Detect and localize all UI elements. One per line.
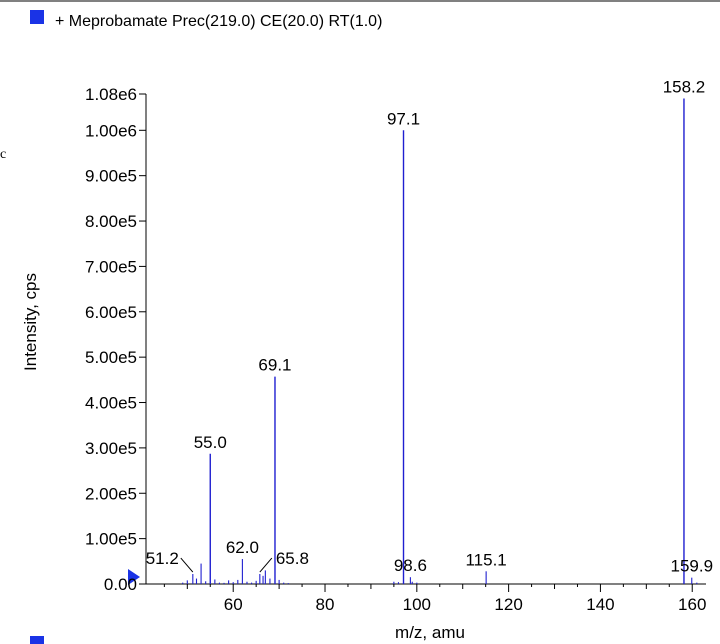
label-leader	[259, 557, 273, 573]
x-tick-label: 60	[224, 595, 243, 614]
peak-label: 55.0	[194, 433, 227, 452]
y-tick-label: 8.00e5	[85, 212, 137, 231]
baseline-marker	[128, 569, 140, 585]
peak-label: 51.2	[146, 549, 179, 568]
x-tick-label: 140	[586, 595, 614, 614]
peak-label: 159.9	[670, 557, 713, 576]
y-tick-label: 1.08e6	[85, 85, 137, 104]
x-ticks: 60 80 100 120 140 160	[163, 584, 706, 614]
peak-labels: 51.2 55.0 62.0 65.8 69.1 97.1 98.6 115.1 158.2 15…	[146, 78, 713, 576]
y-tick-label: 2.00e5	[85, 484, 137, 503]
y-tick-label: 1.00e5	[85, 530, 137, 549]
peaks	[182, 98, 698, 584]
y-tick-label: 5.00e5	[85, 348, 137, 367]
x-axis-label: m/z, amu	[395, 623, 465, 642]
y-tick-label: 7.00e5	[85, 257, 137, 276]
x-tick-label: 160	[678, 595, 706, 614]
y-tick-label: 6.00e5	[85, 303, 137, 322]
x-tick-label: 100	[403, 595, 431, 614]
label-leader	[180, 557, 194, 573]
y-tick-label: 4.00e5	[85, 394, 137, 413]
y-tick-label: 3.00e5	[85, 439, 137, 458]
y-axis-label: Intensity, cps	[21, 273, 40, 371]
x-tick-label: 80	[316, 595, 335, 614]
peak-label: 158.2	[663, 78, 706, 97]
next-panel-swatch	[30, 636, 44, 644]
peak-label: 65.8	[276, 549, 309, 568]
partial-label: c	[0, 147, 6, 162]
y-ticks: 0.00 1.00e5 2.00e5 3.00e5 4.00e5 5.00e5 6.00e5…	[85, 85, 146, 594]
y-tick-label: 9.00e5	[85, 167, 137, 186]
peak-label: 97.1	[387, 109, 420, 128]
legend-swatch	[30, 10, 44, 24]
y-tick-label: 0.00	[104, 575, 137, 594]
peak-label: 69.1	[258, 356, 291, 375]
x-tick-label: 120	[494, 595, 522, 614]
peak-label: 98.6	[394, 556, 427, 575]
peak-label: 62.0	[226, 538, 259, 557]
chart-title: + Meprobamate Prec(219.0) CE(20.0) RT(1.…	[55, 13, 382, 30]
legend: + Meprobamate Prec(219.0) CE(20.0) RT(1.…	[30, 10, 382, 30]
peak-label: 115.1	[465, 550, 506, 569]
y-tick-label: 1.00e6	[85, 121, 137, 140]
